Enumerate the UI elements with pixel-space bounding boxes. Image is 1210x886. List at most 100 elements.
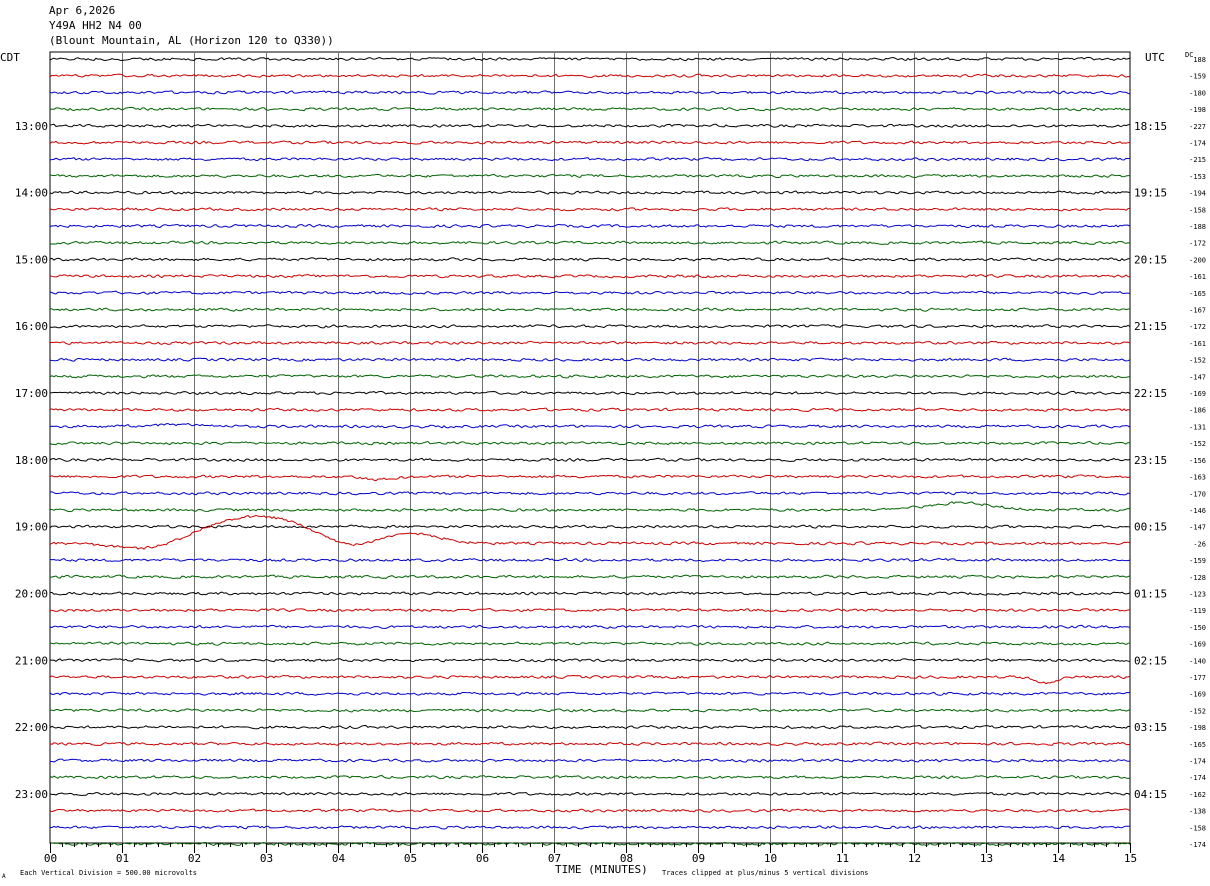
- dc-offset-label: -150: [1189, 624, 1206, 632]
- utc-time-label: 02:15: [1134, 654, 1167, 667]
- x-tick-label: 13: [980, 852, 993, 865]
- seismic-trace: [49, 274, 1131, 279]
- dc-offset-label: -172: [1189, 240, 1206, 248]
- corner-mark: A: [2, 873, 6, 880]
- dc-offset-label: -147: [1189, 524, 1206, 532]
- cdt-time-label: 14:00: [15, 187, 48, 200]
- cdt-time-label: 20:00: [15, 587, 48, 600]
- x-tick-label: 04: [332, 852, 346, 865]
- dc-offset-label: -156: [1189, 457, 1206, 465]
- dc-offset-label: -146: [1189, 507, 1206, 515]
- x-tick-label: 02: [188, 852, 201, 865]
- seismic-trace: [49, 514, 1131, 550]
- seismic-trace: [49, 457, 1131, 462]
- dc-offset-label: -152: [1189, 357, 1206, 365]
- dc-offset-label: -227: [1189, 123, 1206, 131]
- dc-offset-label: -123: [1189, 590, 1206, 598]
- seismic-trace: [49, 791, 1131, 797]
- dc-offset-label: -159: [1189, 557, 1206, 565]
- seismic-trace: [49, 641, 1131, 646]
- seismic-trace: [49, 624, 1131, 630]
- seismic-trace: [49, 501, 1131, 513]
- utc-axis-label: UTC: [1145, 51, 1165, 64]
- date-label: Apr 6,2026: [49, 4, 116, 17]
- dc-offset-label: -119: [1189, 607, 1206, 615]
- cdt-time-labels: 13:00 14:00 15:00 16:00 17:00 18:00 19:00 20:00…: [15, 120, 48, 801]
- cdt-time-label: 21:00: [15, 654, 48, 667]
- seismic-trace: [49, 775, 1131, 780]
- channel-label: Y49A HH2 N4 00: [49, 19, 142, 32]
- dc-axis-label: DC: [1185, 51, 1193, 59]
- dc-offset-label: -194: [1189, 190, 1206, 198]
- cdt-time-label: 19:00: [15, 521, 48, 534]
- seismic-trace: [49, 324, 1131, 329]
- dc-offset-label: -153: [1189, 173, 1206, 181]
- seismic-trace: [49, 491, 1131, 496]
- x-tick-label: 10: [764, 852, 777, 865]
- seismic-trace: [49, 223, 1131, 229]
- utc-time-label: 23:15: [1134, 454, 1167, 467]
- utc-time-label: 00:15: [1134, 521, 1167, 534]
- dc-offset-label: -147: [1189, 373, 1206, 381]
- cdt-time-label: 16:00: [15, 320, 48, 333]
- utc-time-label: 20:15: [1134, 253, 1167, 266]
- seismic-trace: [49, 422, 1131, 429]
- dc-offset-label: -140: [1189, 657, 1206, 665]
- x-tick-label: 01: [116, 852, 129, 865]
- cdt-time-label: 15:00: [15, 253, 48, 266]
- seismic-trace: [49, 691, 1131, 696]
- seismic-trace: [49, 73, 1131, 78]
- dc-offset-labels: 188 -159 -180 -198 -227 -174 -215 -153 -194 -158 -…: [1189, 56, 1206, 849]
- x-tick-label: 03: [260, 852, 273, 865]
- x-tick-label: 14: [1052, 852, 1066, 865]
- dc-offset-label: -161: [1189, 340, 1206, 348]
- seismic-trace: [49, 407, 1131, 412]
- dc-offset-label: -188: [1189, 223, 1206, 231]
- dc-offset-label: -174: [1189, 841, 1206, 849]
- dc-offset-label: -174: [1189, 774, 1206, 782]
- scale-note: Each Vertical Division = 500.00 microvol…: [20, 869, 197, 877]
- dc-offset-label: -128: [1189, 574, 1206, 582]
- x-tick-label: 15: [1124, 852, 1137, 865]
- seismic-trace: [49, 290, 1131, 295]
- x-tick-label: 05: [404, 852, 417, 865]
- dc-offset-label: -198: [1189, 724, 1206, 732]
- x-axis-title: TIME (MINUTES): [555, 863, 648, 876]
- seismic-trace: [49, 106, 1131, 112]
- seismic-trace: [49, 240, 1131, 245]
- dc-offset-label: -169: [1189, 641, 1206, 649]
- dc-offset-label: -162: [1189, 791, 1206, 799]
- seismic-trace: [49, 674, 1131, 685]
- x-tick-label: 06: [476, 852, 489, 865]
- seismic-traces: [49, 56, 1131, 847]
- dc-offset-label: -170: [1189, 490, 1206, 498]
- cdt-time-label: 22:00: [15, 721, 48, 734]
- location-label: (Blount Mountain, AL (Horizon 120 to Q33…: [49, 34, 334, 47]
- utc-time-labels: 18:15 19:15 20:15 21:15 22:15 23:15 00:15 01:15…: [1134, 120, 1167, 801]
- clip-note: Traces clipped at plus/minus 5 vertical …: [662, 869, 869, 877]
- dc-offset-label: -26: [1193, 540, 1206, 548]
- seismic-trace: [49, 374, 1131, 379]
- dc-offset-label: -200: [1189, 256, 1206, 264]
- seismic-trace: [49, 808, 1131, 813]
- x-tick-label: 11: [836, 852, 849, 865]
- seismic-trace: [49, 441, 1131, 446]
- dc-offset-label: -152: [1189, 440, 1206, 448]
- utc-time-label: 21:15: [1134, 320, 1167, 333]
- dc-offset-label: 188: [1193, 56, 1206, 64]
- time-grid: [49, 51, 1131, 844]
- cdt-time-label: 13:00: [15, 120, 48, 133]
- seismic-trace: [49, 140, 1131, 145]
- dc-offset-label: -159: [1189, 73, 1206, 81]
- seismic-trace: [49, 708, 1131, 713]
- dc-offset-label: -165: [1189, 741, 1206, 749]
- seismic-trace: [49, 574, 1131, 579]
- dc-offset-label: -172: [1189, 323, 1206, 331]
- seismic-trace: [49, 591, 1131, 596]
- x-tick-label: 12: [908, 852, 921, 865]
- dc-offset-label: -161: [1189, 273, 1206, 281]
- seismic-trace: [49, 825, 1131, 830]
- utc-time-label: 18:15: [1134, 120, 1167, 133]
- dc-offset-label: -174: [1189, 140, 1206, 148]
